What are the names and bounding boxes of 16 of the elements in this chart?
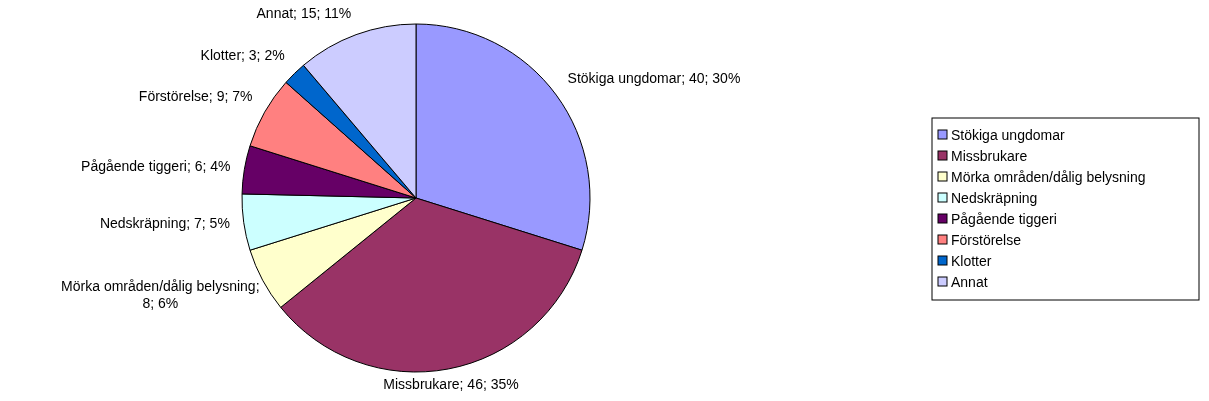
legend-label: Klotter bbox=[951, 253, 992, 269]
data-label: Förstörelse; 9; 7% bbox=[138, 88, 253, 105]
data-label: Stökiga ungdomar; 40; 30% bbox=[567, 69, 741, 86]
data-label: Missbrukare; 46; 35% bbox=[383, 375, 519, 392]
data-label: Annat; 15; 11% bbox=[256, 4, 352, 21]
legend-label: Missbrukare bbox=[951, 148, 1028, 164]
data-label: Nedskräpning; 7; 5% bbox=[99, 215, 230, 232]
legend-label: Nedskräpning bbox=[951, 190, 1038, 206]
legend-label: Förstörelse bbox=[951, 232, 1022, 248]
legend-label: Mörka områden/dålig belysning bbox=[951, 169, 1146, 185]
data-label: Klotter; 3; 2% bbox=[200, 46, 285, 63]
data-label: Mörka områden/dålig belysning; 8; 6% bbox=[61, 277, 260, 311]
legend-label: Pågående tiggeri bbox=[951, 211, 1057, 227]
legend-label: Stökiga ungdomar bbox=[951, 127, 1065, 143]
legend-label: Annat bbox=[951, 274, 988, 290]
data-label: Pågående tiggeri; 6; 4% bbox=[81, 158, 231, 175]
